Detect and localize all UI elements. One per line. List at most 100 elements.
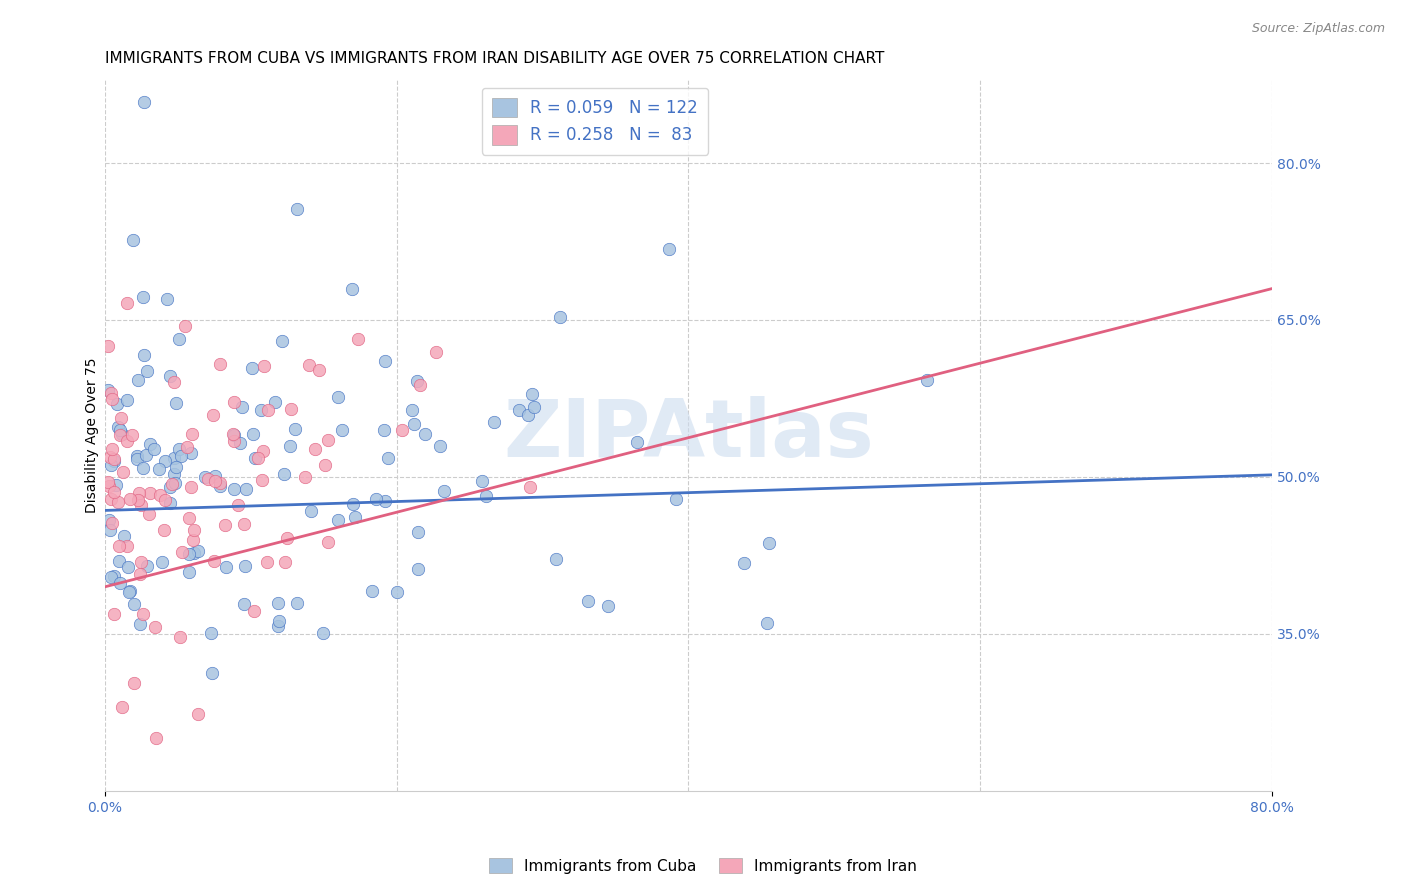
Point <box>520 387 543 401</box>
Point <box>228 436 250 450</box>
Point <box>342 282 364 296</box>
Point <box>347 332 370 346</box>
Point <box>129 566 152 581</box>
Point <box>202 554 225 568</box>
Point <box>361 583 384 598</box>
Point <box>132 348 155 362</box>
Point <box>406 374 429 388</box>
Point <box>101 516 124 531</box>
Point <box>209 479 232 493</box>
Point <box>159 369 181 384</box>
Point <box>135 559 157 574</box>
Point <box>243 451 266 466</box>
Point <box>304 442 326 457</box>
Point <box>328 513 350 527</box>
Point <box>117 539 139 553</box>
Point <box>149 488 172 502</box>
Point <box>135 448 157 462</box>
Point <box>115 296 138 310</box>
Point <box>139 486 162 500</box>
Point <box>172 544 194 558</box>
Legend: Immigrants from Cuba, Immigrants from Iran: Immigrants from Cuba, Immigrants from Ir… <box>482 852 924 880</box>
Point <box>132 460 155 475</box>
Point <box>314 458 336 472</box>
Point <box>183 524 205 538</box>
Point <box>326 390 349 404</box>
Point <box>122 597 145 611</box>
Point <box>274 556 297 570</box>
Point <box>101 442 124 456</box>
Point <box>162 477 184 491</box>
Point <box>471 474 494 488</box>
Point <box>546 551 568 566</box>
Point <box>108 554 131 568</box>
Point <box>97 384 120 398</box>
Point <box>152 523 174 537</box>
Point <box>523 400 546 414</box>
Text: IMMIGRANTS FROM CUBA VS IMMIGRANTS FROM IRAN DISABILITY AGE OVER 75 CORRELATION : IMMIGRANTS FROM CUBA VS IMMIGRANTS FROM … <box>105 51 884 66</box>
Point <box>100 492 122 507</box>
Point <box>103 607 125 621</box>
Point <box>548 310 571 324</box>
Point <box>177 510 200 524</box>
Point <box>204 468 226 483</box>
Point <box>266 596 288 610</box>
Point <box>373 423 395 437</box>
Point <box>132 95 155 109</box>
Point <box>204 475 226 489</box>
Point <box>250 473 273 487</box>
Point <box>406 524 429 539</box>
Point <box>159 480 181 494</box>
Point <box>122 675 145 690</box>
Point <box>278 439 301 453</box>
Point <box>433 483 456 498</box>
Point <box>232 516 254 531</box>
Point <box>284 421 307 435</box>
Point <box>374 354 396 368</box>
Point <box>222 427 245 442</box>
Point <box>120 492 142 507</box>
Point <box>187 543 209 558</box>
Point <box>231 400 253 414</box>
Point <box>103 451 125 466</box>
Point <box>107 420 129 434</box>
Point <box>318 433 340 447</box>
Point <box>402 417 425 432</box>
Point <box>409 378 432 392</box>
Point <box>181 426 204 441</box>
Point <box>105 396 128 410</box>
Point <box>117 434 139 448</box>
Point <box>915 373 938 387</box>
Point <box>111 465 134 479</box>
Point <box>132 290 155 304</box>
Point <box>598 599 620 613</box>
Point <box>127 373 149 387</box>
Point <box>125 452 148 467</box>
Point <box>401 403 423 417</box>
Point <box>342 497 364 511</box>
Point <box>201 666 224 681</box>
Point <box>252 359 274 373</box>
Point <box>100 458 122 472</box>
Point <box>733 556 755 570</box>
Point <box>271 334 294 348</box>
Point <box>201 408 224 422</box>
Point <box>215 560 238 574</box>
Point <box>103 485 125 500</box>
Point <box>658 242 681 256</box>
Point <box>159 496 181 510</box>
Point <box>143 442 166 456</box>
Point <box>136 364 159 378</box>
Point <box>209 475 232 490</box>
Point <box>105 478 128 492</box>
Point <box>98 524 121 538</box>
Point <box>177 565 200 579</box>
Point <box>312 625 335 640</box>
Text: Source: ZipAtlas.com: Source: ZipAtlas.com <box>1251 22 1385 36</box>
Point <box>626 435 648 450</box>
Point <box>121 427 143 442</box>
Point <box>97 339 120 353</box>
Point <box>183 546 205 560</box>
Point <box>139 437 162 451</box>
Point <box>128 486 150 500</box>
